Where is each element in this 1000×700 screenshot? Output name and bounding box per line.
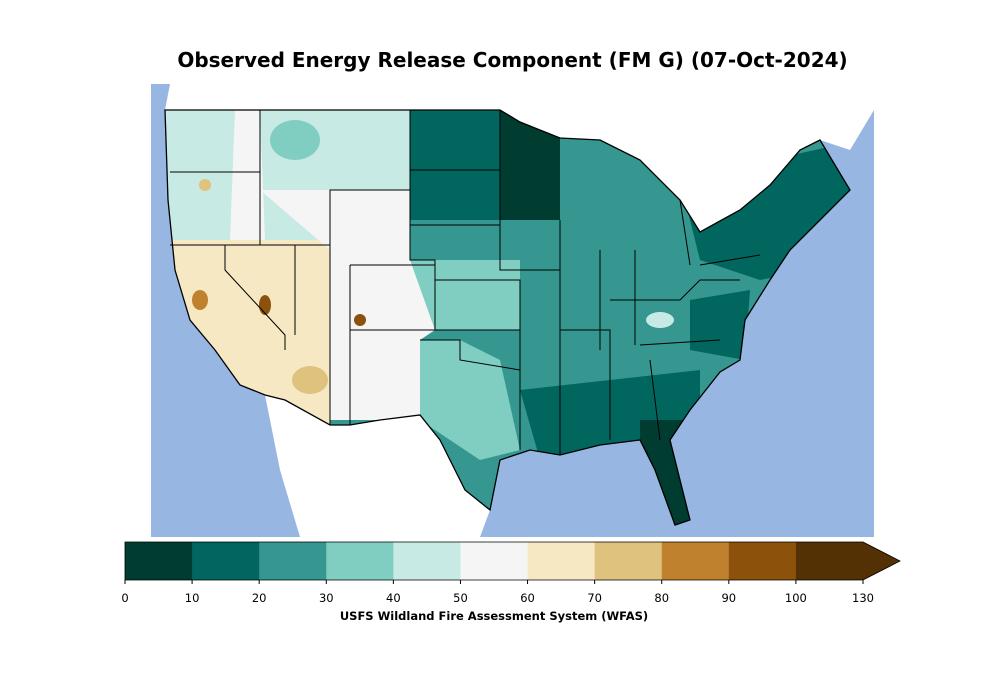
- colorbar-bin: [460, 542, 529, 580]
- colorbar-tick-label: 90: [721, 591, 736, 605]
- figure-title: Observed Energy Release Component (FM G)…: [177, 48, 848, 72]
- colorbar-tick-label: 20: [252, 591, 267, 605]
- colorbar-bin: [192, 542, 260, 580]
- colorbar-label: USFS Wildland Fire Assessment System (WF…: [339, 609, 649, 623]
- colorbar-bin: [594, 542, 663, 580]
- mexico-land: [265, 395, 490, 537]
- colorbar-tick-label: 10: [185, 591, 200, 605]
- colorbar-tick-label: 30: [319, 591, 334, 605]
- colorbar-tick-label: 80: [654, 591, 669, 605]
- state-borders: [164, 109, 851, 526]
- colorbar-bin: [125, 542, 193, 580]
- colorbar-bin: [326, 542, 394, 580]
- colorbar-tick-label: 100: [785, 591, 807, 605]
- colorbar-tick-label: 70: [587, 591, 602, 605]
- colorbar-bin: [728, 542, 797, 580]
- colorbar-tick-label: 130: [852, 591, 874, 605]
- colorbar-tick-label: 40: [386, 591, 401, 605]
- colorbar-tick-label: 0: [121, 591, 128, 605]
- colorbar-extend-arrow: [863, 542, 900, 580]
- colorbar-outline: [124, 541, 901, 581]
- colorbar-bin: [527, 542, 596, 580]
- colorbar-bin: [393, 542, 461, 580]
- colorbar-tick-label: 50: [453, 591, 468, 605]
- colorbar-bin: [259, 542, 327, 580]
- canada-land: [165, 84, 874, 232]
- colorbar-bin: [795, 542, 864, 580]
- colorbar-tick-label: 60: [520, 591, 535, 605]
- colorbar-bin: [661, 542, 730, 580]
